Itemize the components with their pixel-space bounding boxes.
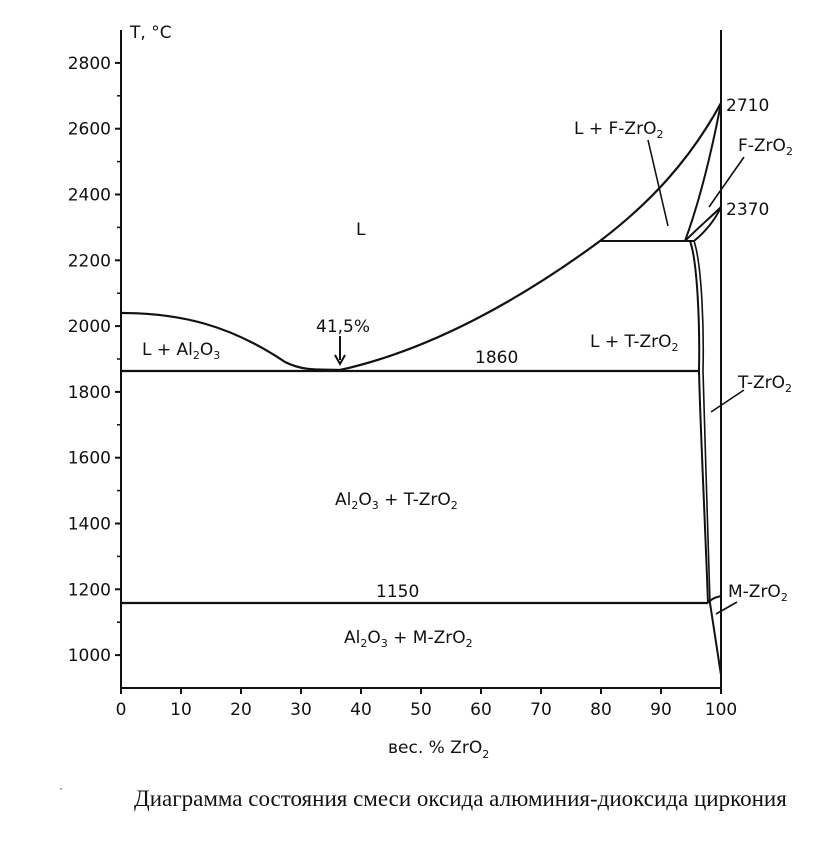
region-l-al2o3: L + Al2O3 — [142, 340, 220, 362]
x-tick-label: 30 — [290, 700, 312, 720]
y-axis-title: T, °C — [129, 23, 172, 43]
x-tick-label: 0 — [116, 700, 127, 720]
region-L: L — [356, 220, 366, 240]
region-t-zro2: T-ZrO2 — [737, 373, 792, 395]
region-al2o3-m-zro2: Al2O3 + M-ZrO2 — [344, 628, 473, 650]
y-tick-label: 2000 — [68, 317, 111, 337]
x-tick-label: 10 — [170, 700, 192, 720]
m-zro2-boundary-a — [707, 595, 722, 604]
liquidus-al2o3-curve — [120, 311, 341, 372]
f-t-boundary-curve — [693, 206, 722, 242]
region-l-f-zro2: L + F-ZrO2 — [574, 119, 663, 141]
m-zro2-boundary-b — [709, 602, 722, 676]
region-f-zro2: F-ZrO2 — [738, 136, 793, 158]
leader-t-zro2 — [710, 389, 745, 413]
label-1860: 1860 — [475, 348, 518, 368]
f-zro2-upper-boundary — [684, 206, 722, 242]
phase-diagram: 1000120014001600180020002200240026002800… — [68, 23, 793, 761]
eutectic-arrow-head — [334, 354, 346, 367]
scan-speck — [60, 788, 62, 790]
leader-m-zro2 — [715, 601, 738, 615]
leader-f-zro2 — [708, 156, 745, 208]
x-tick-label: 60 — [470, 700, 492, 720]
region-m-zro2: M-ZrO2 — [728, 582, 788, 604]
liquidus-zro2-curve — [339, 102, 722, 372]
x-tick-label: 70 — [530, 700, 552, 720]
x-axis-title: вес. % ZrO2 — [388, 738, 489, 761]
y-tick-label: 1200 — [68, 580, 111, 600]
label-2370: 2370 — [726, 200, 769, 220]
figure-caption: Диаграмма состояния смеси оксида алюмини… — [134, 786, 787, 811]
y-tick-label: 2400 — [68, 186, 111, 206]
y-tick-label: 2600 — [68, 120, 111, 140]
label-1150: 1150 — [376, 582, 419, 602]
solidus-f-zro2-curve — [684, 102, 722, 242]
x-tick-label: 80 — [590, 700, 612, 720]
y-tick-label: 1400 — [68, 515, 111, 535]
y-tick-label: 1600 — [68, 449, 111, 469]
label-41-5: 41,5% — [316, 317, 370, 337]
x-tick-label: 50 — [410, 700, 432, 720]
y-tick-label: 2800 — [68, 54, 111, 74]
label-2710: 2710 — [726, 96, 769, 116]
y-tick-label: 1000 — [68, 646, 111, 666]
x-tick-label: 100 — [705, 700, 737, 720]
x-tick-label: 20 — [230, 700, 252, 720]
region-l-t-zro2: L + T-ZrO2 — [590, 332, 679, 354]
x-tick-label: 40 — [350, 700, 372, 720]
leader-l-f-zro2 — [647, 139, 669, 227]
region-al2o3-t-zro2: Al2O3 + T-ZrO2 — [335, 490, 458, 512]
t-zro2-right-boundary — [693, 240, 711, 604]
y-tick-label: 2200 — [68, 251, 111, 271]
y-tick-label: 1800 — [68, 383, 111, 403]
x-tick-label: 90 — [650, 700, 672, 720]
t-zro2-solvus-curve — [689, 240, 709, 604]
